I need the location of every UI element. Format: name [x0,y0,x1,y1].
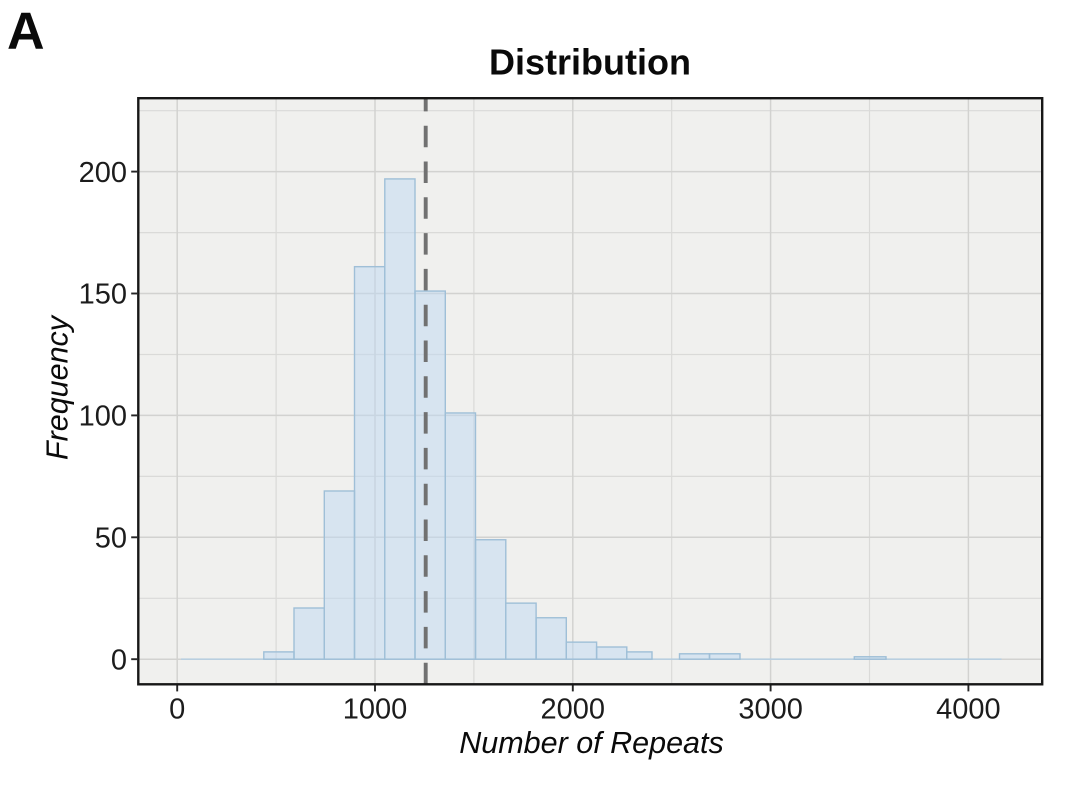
svg-text:200: 200 [79,157,127,189]
svg-text:Number of Repeats: Number of Repeats [459,726,723,760]
svg-text:1000: 1000 [343,693,408,725]
svg-text:Frequency: Frequency [40,314,74,460]
svg-text:A: A [7,3,45,61]
svg-text:Distribution: Distribution [489,42,691,83]
svg-text:150: 150 [79,279,127,311]
svg-text:4000: 4000 [936,693,1001,725]
svg-text:0: 0 [169,693,185,725]
svg-text:2000: 2000 [541,693,606,725]
svg-text:50: 50 [95,523,127,555]
svg-text:0: 0 [111,644,127,676]
svg-text:3000: 3000 [738,693,803,725]
svg-text:100: 100 [79,401,127,433]
